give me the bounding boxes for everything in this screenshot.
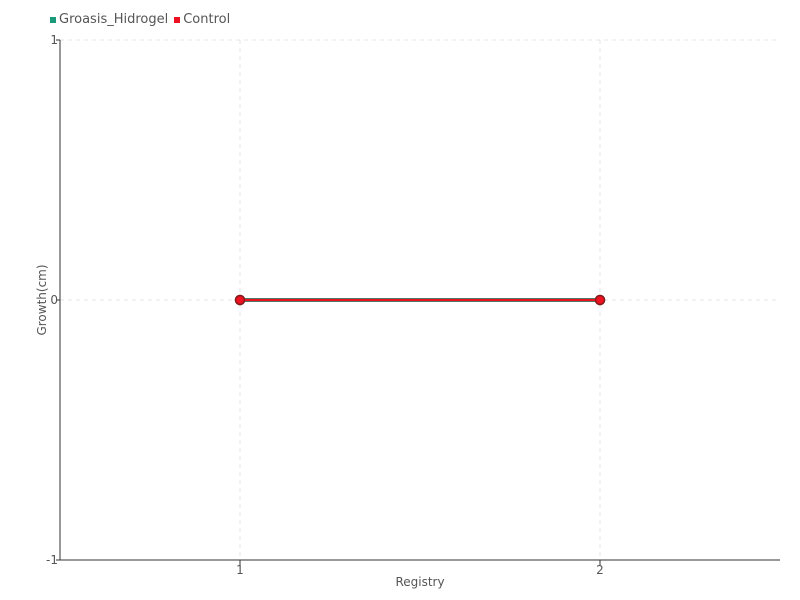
legend-label: Groasis_Hidrogel xyxy=(59,12,169,27)
legend: Groasis_Hidrogel Control xyxy=(50,12,230,27)
legend-item-groasis-hidrogel[interactable]: Groasis_Hidrogel xyxy=(50,12,168,27)
legend-item-control[interactable]: Control xyxy=(174,12,230,27)
data-point xyxy=(594,294,606,306)
data-point xyxy=(234,294,246,306)
x-tick-label: 2 xyxy=(596,563,604,577)
legend-label: Control xyxy=(183,12,231,27)
y-axis-label: Growth(cm) xyxy=(35,264,49,335)
x-axis-label: Registry xyxy=(395,575,444,589)
y-tick-label: 1 xyxy=(50,33,58,47)
y-tick-label: 0 xyxy=(50,293,58,307)
x-tick-label: 1 xyxy=(236,563,244,577)
legend-swatch-icon xyxy=(174,16,181,23)
y-tick-label: -1 xyxy=(46,553,58,567)
legend-swatch-icon xyxy=(50,16,56,23)
